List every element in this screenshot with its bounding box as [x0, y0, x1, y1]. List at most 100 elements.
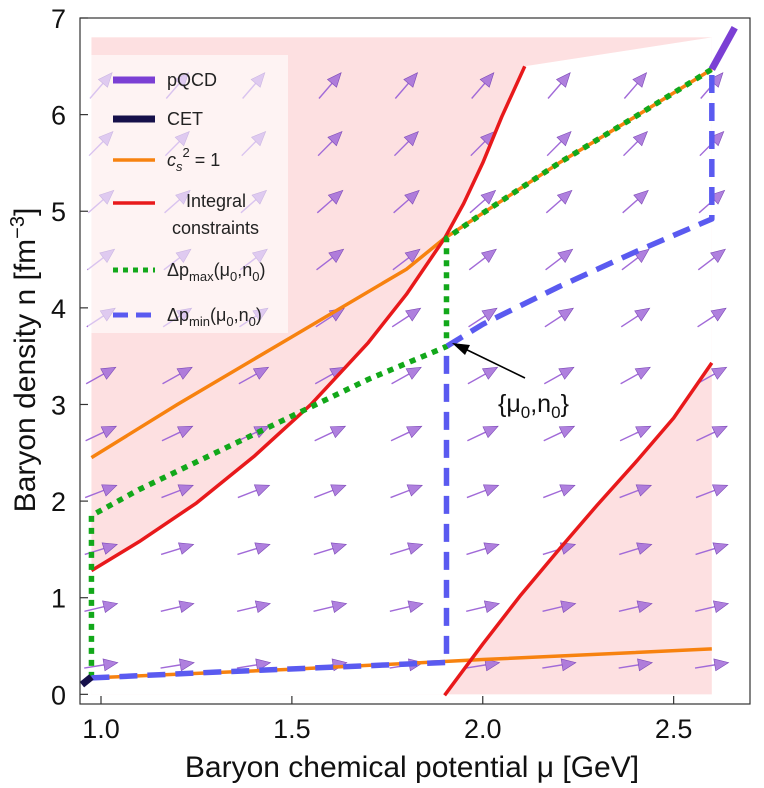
field-arrow-head — [712, 484, 729, 497]
field-arrow-shaft — [314, 373, 334, 385]
field-arrow-head — [178, 600, 195, 614]
field-arrow-head — [407, 542, 424, 555]
field-arrow-shaft — [696, 431, 715, 442]
field-arrow-shaft — [546, 140, 562, 157]
field-arrow — [160, 658, 195, 672]
field-arrow-shaft — [237, 489, 257, 499]
field-arrow-shaft — [543, 431, 563, 442]
field-arrow-shaft — [84, 547, 105, 556]
y-tick-label: 1 — [51, 584, 66, 614]
field-arrow-head — [100, 425, 118, 439]
field-arrow — [695, 542, 729, 556]
field-arrow-shaft — [237, 547, 257, 556]
field-arrow-head — [712, 600, 730, 614]
field-arrow-head — [637, 658, 654, 672]
annotation-label: {μ0,n0} — [498, 390, 569, 422]
field-arrow-head — [177, 484, 194, 497]
field-arrow — [467, 366, 499, 385]
legend-label-integral-line2: constraints — [172, 218, 259, 238]
field-arrow — [316, 248, 345, 271]
field-arrow-shaft — [544, 315, 563, 328]
annotation: {μ0,n0} — [452, 343, 569, 422]
field-arrow-head — [710, 307, 727, 322]
field-arrow-shaft — [390, 431, 410, 442]
field-arrow-head — [710, 248, 726, 264]
field-arrow-shaft — [622, 199, 639, 214]
field-arrow-shaft — [621, 257, 639, 271]
field-arrow-head — [330, 542, 348, 555]
field-arrow — [389, 600, 424, 614]
series-line-integral-0 — [90, 65, 527, 573]
field-arrow-shaft — [238, 373, 257, 385]
field-arrow — [84, 600, 119, 614]
field-arrow — [161, 484, 194, 499]
field-arrow-shaft — [542, 606, 563, 612]
field-arrow — [542, 600, 577, 614]
y-tick-label: 7 — [51, 4, 66, 34]
field-arrow-head — [635, 484, 653, 497]
field-arrow-shaft — [236, 606, 257, 612]
field-arrow-head — [403, 130, 419, 147]
field-arrow-shaft — [623, 82, 638, 99]
field-arrow-shaft — [619, 489, 639, 499]
x-ticks: 1.0 1.5 2.0 2.5 — [82, 696, 692, 744]
field-arrow-head — [404, 189, 420, 205]
field-arrow — [313, 600, 348, 614]
field-arrow — [620, 366, 651, 385]
field-arrow — [84, 484, 118, 499]
legend-background — [88, 55, 288, 333]
field-arrow-shaft — [85, 373, 104, 385]
field-arrow — [318, 72, 342, 99]
legend-label-causal: cs2 = 1 — [167, 145, 220, 174]
field-arrow-head — [560, 658, 577, 672]
field-arrow — [542, 658, 577, 672]
field-arrow — [622, 189, 649, 214]
field-arrow — [544, 307, 574, 328]
y-ticks: 0 1 2 3 4 5 6 7 — [51, 4, 88, 710]
x-tick-label: 1.0 — [82, 714, 120, 744]
field-arrow-shaft — [695, 547, 715, 556]
field-arrow — [84, 658, 119, 672]
field-arrow-head — [331, 600, 348, 614]
y-tick-label: 0 — [51, 680, 66, 710]
field-arrow-head — [404, 248, 421, 264]
x-tick-label: 2.0 — [464, 714, 502, 744]
field-arrow-shaft — [695, 489, 715, 499]
field-arrow — [85, 366, 117, 385]
field-arrow-shaft — [313, 606, 334, 612]
field-arrow-head — [560, 600, 577, 614]
field-arrow-shaft — [84, 664, 105, 669]
field-arrow-head — [557, 307, 574, 322]
field-arrow — [466, 600, 501, 614]
annotation-pointer — [456, 344, 526, 379]
field-arrow-head — [483, 600, 501, 614]
field-arrow-shaft — [694, 664, 715, 669]
field-arrow-head — [481, 248, 497, 264]
field-arrow-head — [636, 600, 653, 614]
y-tick-label: 2 — [51, 487, 66, 517]
field-arrow — [547, 72, 571, 99]
field-arrow-head — [557, 248, 574, 264]
field-arrow-shaft — [466, 606, 486, 612]
y-tick-label: 5 — [51, 197, 66, 227]
field-arrow-head — [634, 307, 651, 322]
field-arrow-shaft — [391, 315, 410, 328]
field-arrow — [623, 72, 648, 99]
field-arrow-shaft — [313, 547, 334, 556]
field-arrow-head — [632, 72, 648, 88]
field-arrow-shaft — [389, 606, 410, 612]
field-arrow — [618, 658, 654, 672]
field-arrow-head — [327, 189, 344, 205]
field-arrow-head — [558, 425, 576, 439]
field-arrow — [468, 307, 498, 328]
field-arrow — [160, 600, 195, 614]
field-arrow-shaft — [391, 373, 410, 385]
legend-label-pqcd: pQCD — [167, 70, 217, 90]
field-arrow-shaft — [236, 664, 257, 669]
field-arrow — [389, 542, 424, 556]
field-arrow-head — [328, 248, 345, 264]
field-arrow — [471, 72, 495, 99]
field-arrow-shaft — [390, 489, 410, 499]
field-arrow-shaft — [161, 489, 181, 499]
